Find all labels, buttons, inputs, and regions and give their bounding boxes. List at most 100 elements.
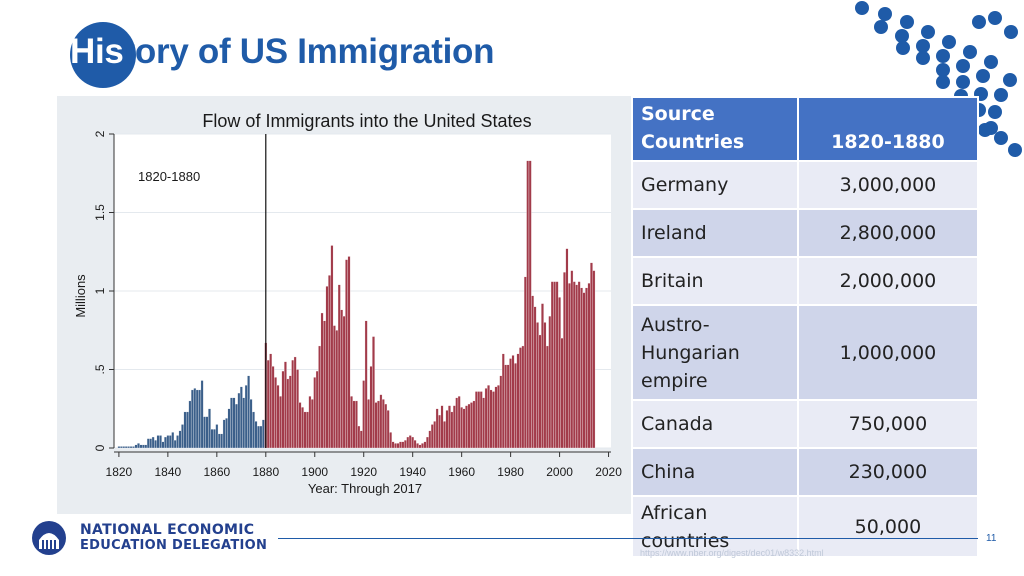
chart-bar bbox=[462, 408, 466, 449]
chart-bar bbox=[545, 345, 549, 449]
chart-bar bbox=[318, 345, 322, 449]
chart-bar bbox=[531, 295, 535, 449]
chart-bar bbox=[450, 411, 454, 449]
chart-bar bbox=[301, 407, 304, 449]
chart-bar bbox=[190, 389, 194, 449]
chart-annotation: 1820-1880 bbox=[138, 169, 200, 184]
decoration-dot bbox=[855, 1, 869, 15]
header-line: Countries bbox=[641, 131, 745, 153]
chart-bar bbox=[438, 414, 441, 449]
decoration-dot bbox=[936, 63, 950, 77]
chart-bar bbox=[271, 366, 275, 449]
chart-bar bbox=[389, 432, 393, 449]
chart-bar bbox=[293, 356, 297, 449]
chart-bar bbox=[440, 405, 444, 449]
country-line: empire bbox=[641, 369, 708, 392]
chart-bar bbox=[443, 421, 446, 449]
decoration-dot bbox=[1008, 143, 1022, 157]
country-line: Austro- bbox=[641, 313, 710, 336]
chart-bar bbox=[176, 435, 180, 449]
chart-bar bbox=[482, 397, 486, 449]
chart-bar bbox=[484, 388, 488, 449]
chart-bar bbox=[558, 297, 561, 449]
chart-bar bbox=[460, 407, 464, 449]
country-line: African bbox=[641, 501, 708, 524]
chart-bar bbox=[129, 446, 133, 449]
capitol-dome-icon bbox=[32, 521, 66, 555]
chart-bar bbox=[154, 439, 158, 449]
decoration-dot bbox=[896, 41, 910, 55]
table-cell-country: African countries bbox=[631, 495, 799, 558]
chart-bar bbox=[391, 441, 395, 449]
chart-bar bbox=[330, 245, 334, 449]
chart-bar bbox=[335, 330, 339, 449]
chart-bar bbox=[198, 389, 202, 449]
chart-bar bbox=[188, 400, 192, 449]
chart-bar bbox=[470, 402, 473, 449]
chart-bar bbox=[511, 355, 515, 449]
chart-bar bbox=[337, 284, 341, 449]
logo-line1: NATIONAL ECONOMIC bbox=[80, 522, 255, 538]
chart-bar bbox=[210, 429, 214, 449]
chart-bar bbox=[428, 430, 432, 449]
chart-bar bbox=[119, 446, 123, 449]
chart-y-tick-label: 1 bbox=[93, 287, 107, 294]
chart-bar bbox=[455, 397, 459, 449]
chart-bar bbox=[521, 345, 525, 449]
chart-bar bbox=[474, 391, 478, 449]
decoration-dot bbox=[984, 55, 998, 69]
chart-bar bbox=[386, 410, 390, 449]
table-cell-value: 230,000 bbox=[796, 447, 980, 497]
decoration-dot bbox=[988, 11, 1002, 25]
chart-bar bbox=[239, 386, 243, 449]
chart-bar bbox=[377, 400, 380, 449]
country-line: Hungarian bbox=[641, 341, 740, 364]
chart-bar bbox=[342, 315, 346, 449]
chart-bar bbox=[413, 439, 417, 449]
chart-bar bbox=[401, 441, 405, 449]
decoration-dot bbox=[921, 25, 935, 39]
chart-bar bbox=[426, 436, 429, 449]
chart-bar bbox=[205, 416, 209, 449]
chart-bar bbox=[122, 446, 126, 449]
decoration-dot bbox=[900, 15, 914, 29]
chart-bar bbox=[296, 369, 299, 449]
chart-bar bbox=[467, 403, 471, 449]
chart-bar bbox=[310, 399, 314, 449]
chart-bar bbox=[230, 397, 233, 449]
chart-x-tick-label: 1940 bbox=[399, 465, 426, 479]
chart-bar bbox=[465, 405, 468, 449]
chart-bar bbox=[362, 380, 366, 449]
chart-bar bbox=[418, 444, 422, 449]
footer-divider bbox=[278, 538, 978, 539]
chart-bar bbox=[472, 400, 476, 449]
chart-bar bbox=[171, 432, 175, 449]
table-header-row: Source Countries 1820-1880 bbox=[631, 96, 980, 162]
table-cell-value: 50,000 bbox=[796, 495, 980, 558]
chart-bar bbox=[146, 438, 150, 449]
chart-bar bbox=[506, 364, 510, 449]
chart-bar bbox=[514, 363, 517, 449]
chart-bar bbox=[237, 392, 241, 449]
table-cell-country: Canada bbox=[631, 399, 799, 449]
chart-bar bbox=[492, 391, 495, 449]
chart-bar bbox=[117, 446, 121, 449]
title-accent-circle bbox=[70, 22, 136, 88]
chart-bar bbox=[590, 262, 593, 449]
chart-bar bbox=[220, 433, 224, 449]
chart-bar bbox=[350, 396, 353, 449]
immigration-chart-panel: 0 .5 1 1.5 2 1820 1840 1860 1880 1900 1920 1940 1960… bbox=[57, 96, 632, 514]
chart-bar bbox=[249, 399, 253, 449]
chart-bar bbox=[325, 286, 329, 449]
chart-bar bbox=[244, 385, 248, 449]
source-countries-table: Source Countries 1820-1880 Germany 3,000,… bbox=[631, 96, 980, 558]
immigration-chart: 0 .5 1 1.5 2 1820 1840 1860 1880 1900 1920 1940 1960… bbox=[73, 111, 622, 496]
chart-bar bbox=[381, 399, 385, 449]
chart-bar bbox=[227, 408, 231, 449]
chart-bar bbox=[494, 386, 498, 449]
chart-bar bbox=[144, 444, 148, 449]
chart-bar bbox=[394, 443, 397, 449]
table-cell-country: China bbox=[631, 447, 799, 497]
table-row: Germany 3,000,000 bbox=[631, 160, 980, 210]
chart-bar bbox=[577, 281, 581, 449]
